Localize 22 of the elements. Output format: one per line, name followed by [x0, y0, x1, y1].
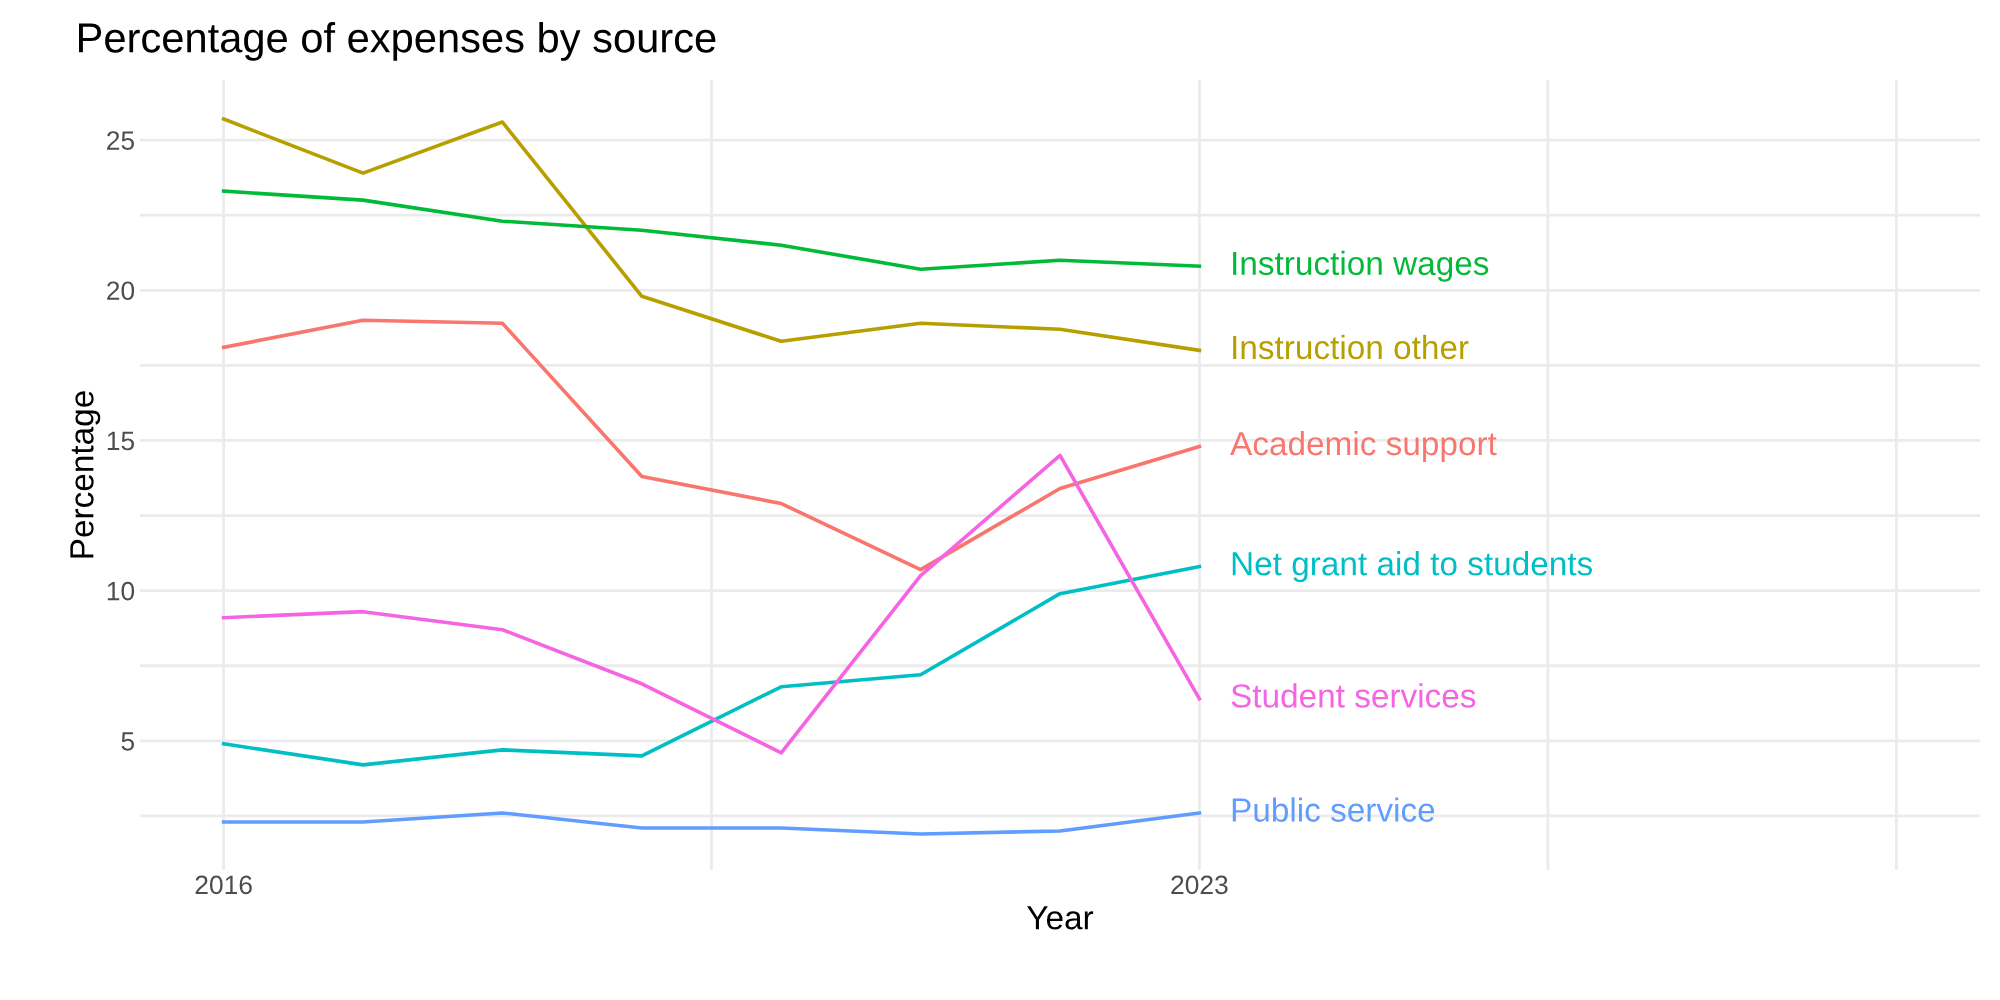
line-series [221, 811, 1202, 836]
series-label: Net grant aid to students [1232, 551, 1593, 583]
x-axis-title: Year [1027, 906, 1094, 930]
series-label: Instruction other [1233, 334, 1469, 360]
y-tick-label: 5 [121, 732, 135, 751]
line-series [221, 318, 1202, 572]
series-label: Academic support [1230, 430, 1497, 462]
y-axis-title: Percentage [70, 391, 101, 558]
y-tick-label: 10 [107, 581, 135, 601]
line-series [221, 453, 1202, 755]
line-series [221, 564, 1202, 767]
y-tick-label: 15 [107, 431, 135, 451]
x-tick-label: 2023 [1171, 875, 1228, 895]
series-label: Public service [1232, 797, 1435, 822]
x-tick-label: 2016 [195, 875, 252, 895]
y-tick-label: 20 [107, 281, 135, 301]
series-label: Instruction wages [1233, 250, 1489, 282]
y-tick-label: 25 [107, 131, 135, 150]
line-series [221, 189, 1202, 272]
chart-title: Percentage of expenses by source [79, 22, 716, 61]
series-label: Student services [1231, 683, 1476, 708]
line-series [221, 117, 1202, 353]
